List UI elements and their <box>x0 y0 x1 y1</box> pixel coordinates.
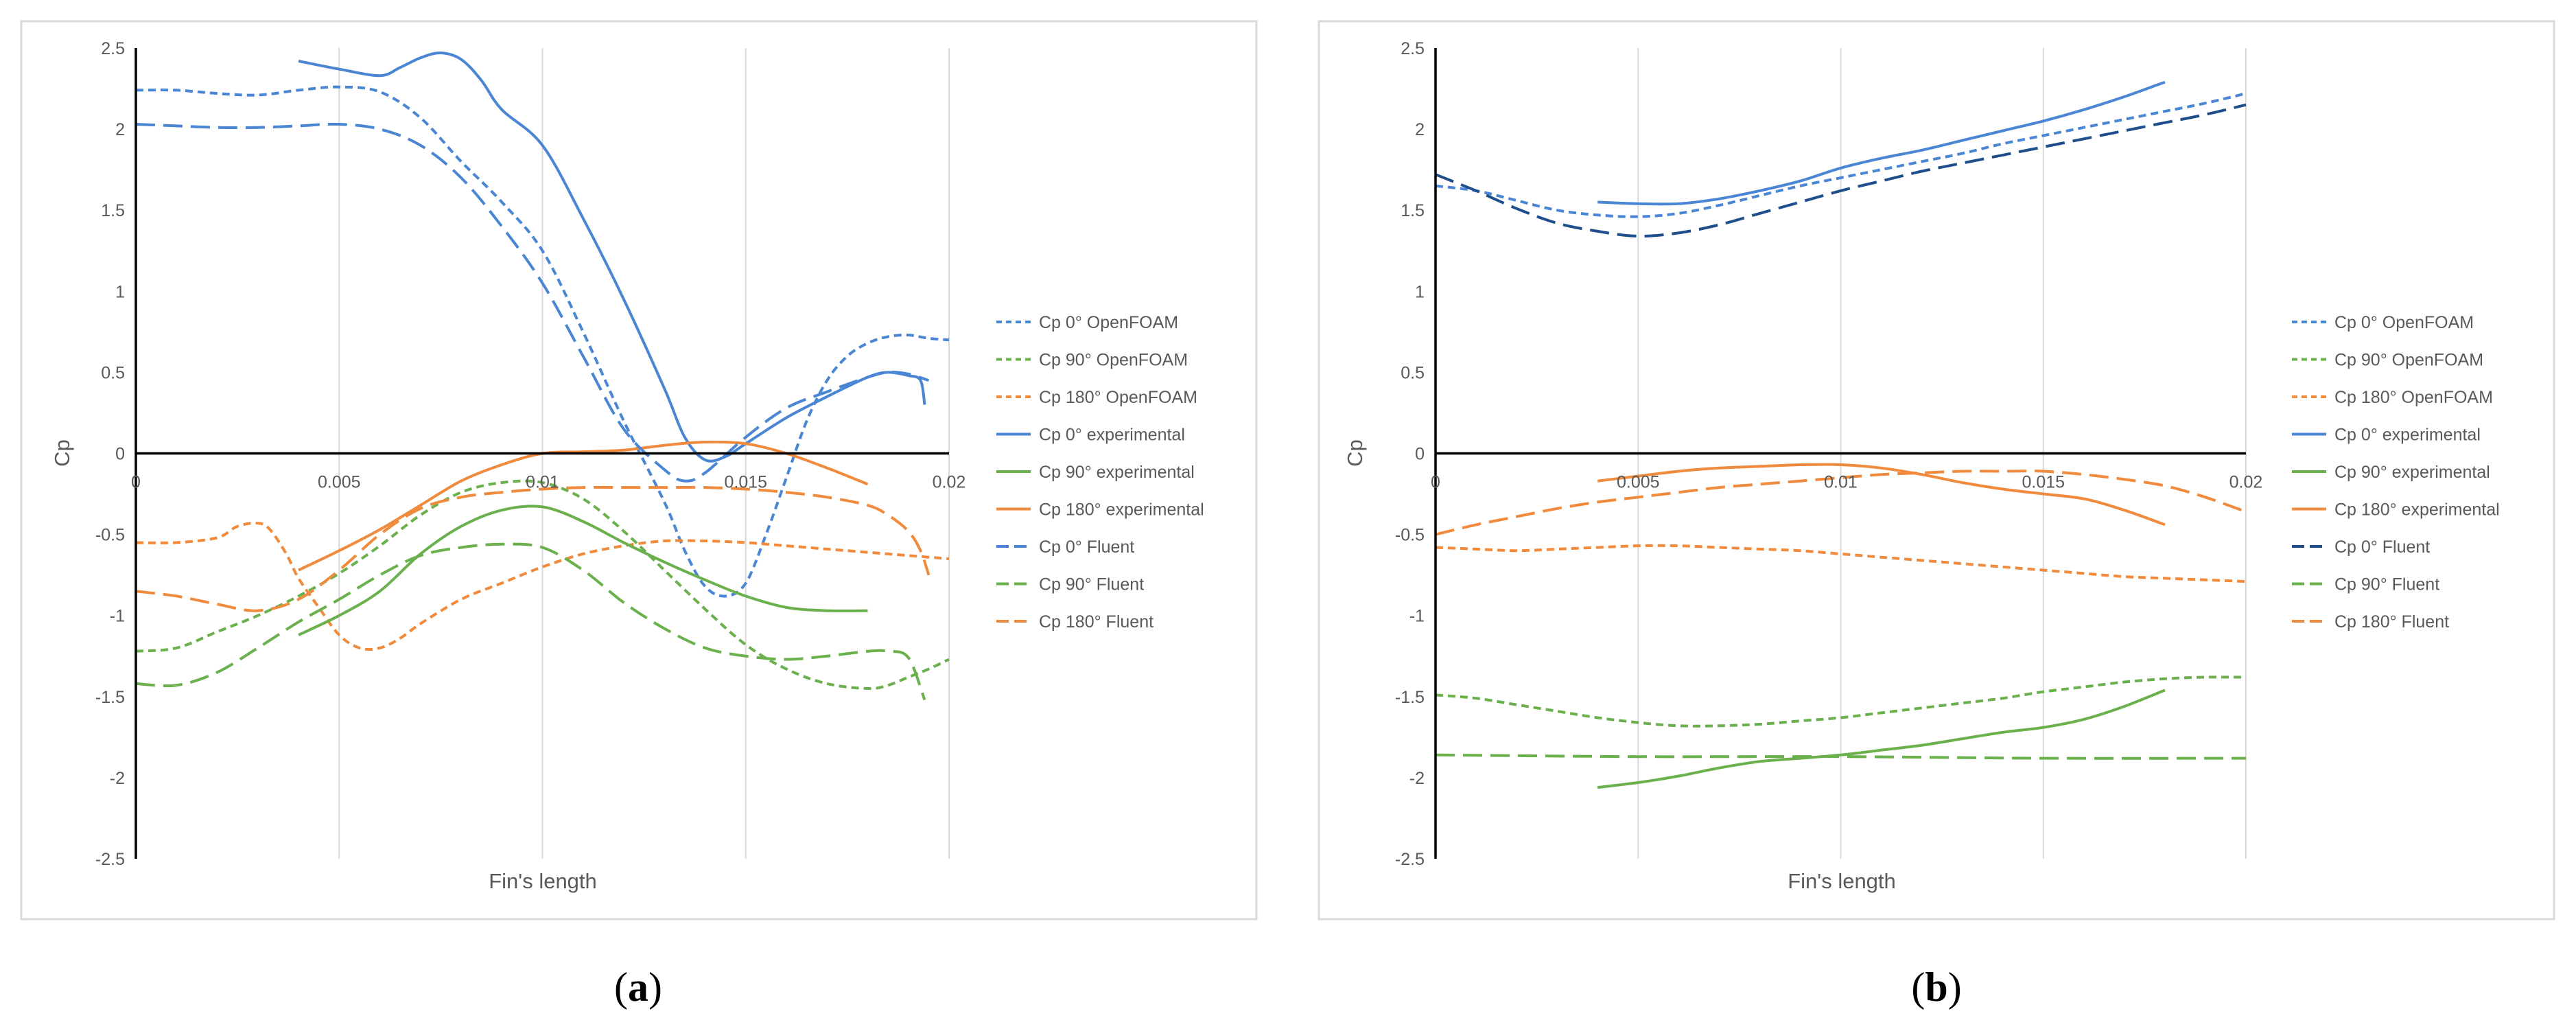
series-group <box>135 51 950 701</box>
y-tick-label: 0 <box>1415 445 1425 464</box>
series-line <box>135 122 930 483</box>
series-line <box>135 85 950 598</box>
chart-panel-a: 2.5 2 1.5 1 0.5 0 -0.5 -1 -1.5 -2 -2.5 0 0.005 0.01 0.… <box>20 20 1258 1010</box>
legend-label: Cp 90° Fluent <box>2334 575 2439 594</box>
legend-label: Cp 90° experimental <box>1039 463 1195 482</box>
legend-label: Cp 0° OpenFOAM <box>2334 313 2474 332</box>
y-tick-label: 2.5 <box>101 39 125 58</box>
x-tick-label: 0.005 <box>318 473 361 492</box>
legend-label: Cp 180° Fluent <box>1039 612 1154 632</box>
legend-label: Cp 0° experimental <box>1039 426 1185 445</box>
y-tick-label: 0.5 <box>1401 363 1425 382</box>
x-tick-label: 0.01 <box>526 473 559 492</box>
legend-label: Cp 90° experimental <box>2334 463 2490 482</box>
series-line <box>298 505 868 636</box>
legend: Cp 0° OpenFOAM Cp 90° OpenFOAM Cp 180° Ope… <box>996 313 1204 632</box>
x-tick-label: 0.02 <box>933 473 966 492</box>
y-tick-label: 1.5 <box>1401 201 1425 220</box>
chart-panel-b: 2.5 2 1.5 1 0.5 0 -0.5 -1 -1.5 -2 -2.5 0 0.005 0.01 0.… <box>1318 20 2555 1010</box>
y-tick-label: 2.5 <box>1401 39 1425 58</box>
legend-label: Cp 90° OpenFOAM <box>1039 351 1188 370</box>
x-tick-label: 0.005 <box>1617 473 1660 492</box>
legend-label: Cp 180° OpenFOAM <box>2334 388 2493 407</box>
y-tick-label: 1 <box>115 282 125 301</box>
series-line <box>1597 689 2166 789</box>
legend: Cp 0° OpenFOAM Cp 90° OpenFOAM Cp 180° Ope… <box>2292 313 2500 632</box>
legend-label: Cp 90° OpenFOAM <box>2334 351 2483 370</box>
series-line <box>135 542 926 701</box>
x-tick-label: 0 <box>1431 473 1440 492</box>
y-tick-label: -0.5 <box>95 526 125 545</box>
axes <box>134 48 949 859</box>
x-tick-label: 0.015 <box>2022 473 2065 492</box>
y-tick-label: -2.5 <box>95 850 125 869</box>
axes <box>1434 48 2246 859</box>
panel-caption-a: (a) <box>614 964 662 1010</box>
legend-label: Cp 0° Fluent <box>1039 537 1134 557</box>
y-tick-label: 2 <box>115 120 125 139</box>
y-tick-label: -1.5 <box>1395 688 1425 707</box>
tick-labels: 2.5 2 1.5 1 0.5 0 -0.5 -1 -1.5 -2 -2.5 0 0.005 0.01 0.… <box>1395 39 2262 869</box>
caption-letter: a <box>628 964 648 1010</box>
series-line <box>1435 675 2247 728</box>
series-line <box>1597 463 2166 527</box>
x-tick-label: 0 <box>131 473 141 492</box>
legend-label: Cp 90° Fluent <box>1039 575 1144 594</box>
y-tick-label: 1 <box>1415 282 1425 301</box>
series-line <box>1435 92 2247 218</box>
legend-label: Cp 180° OpenFOAM <box>1039 388 1197 407</box>
legend-label: Cp 0° Fluent <box>2334 537 2430 557</box>
series-line <box>298 440 869 572</box>
x-tick-label: 0.01 <box>1824 473 1858 492</box>
legend-label: Cp 180° experimental <box>1039 500 1204 520</box>
panel-caption-b: (b) <box>1911 964 1961 1010</box>
y-tick-label: -2 <box>1409 769 1425 788</box>
x-tick-label: 0.02 <box>2229 473 2263 492</box>
legend-label: Cp 180° experimental <box>2334 500 2500 520</box>
legend-label: Cp 180° Fluent <box>2334 612 2449 632</box>
series-group <box>1435 80 2247 789</box>
y-tick-label: -1.5 <box>95 688 125 707</box>
caption-letter: b <box>1925 964 1947 1010</box>
x-axis-label: Fin's length <box>1788 869 1896 893</box>
x-tick-label: 0.015 <box>724 473 767 492</box>
y-tick-label: -2 <box>110 769 125 788</box>
series-line <box>1597 80 2166 206</box>
tick-labels: 2.5 2 1.5 1 0.5 0 -0.5 -1 -1.5 -2 -2.5 0 0.005 0.01 0.… <box>95 39 965 869</box>
chart-frame <box>20 20 1258 921</box>
legend-label: Cp 0° experimental <box>2334 426 2481 445</box>
y-tick-label: -1 <box>110 607 125 626</box>
y-tick-label: 0 <box>115 445 125 464</box>
series-line <box>135 485 930 612</box>
series-line <box>135 521 950 651</box>
y-tick-label: -0.5 <box>1395 526 1425 545</box>
chart-frame <box>1318 20 2555 921</box>
y-tick-label: -2.5 <box>1395 850 1425 869</box>
y-axis-label: Cp <box>50 439 74 467</box>
series-line <box>135 479 950 691</box>
y-axis-label: Cp <box>1343 439 1367 467</box>
y-tick-label: -1 <box>1409 607 1425 626</box>
y-tick-label: 1.5 <box>101 201 125 220</box>
y-tick-label: 2 <box>1415 120 1425 139</box>
y-tick-label: 0.5 <box>101 363 125 382</box>
series-line <box>1435 103 2247 238</box>
legend-label: Cp 0° OpenFOAM <box>1039 313 1178 332</box>
x-axis-label: Fin's length <box>489 869 597 893</box>
